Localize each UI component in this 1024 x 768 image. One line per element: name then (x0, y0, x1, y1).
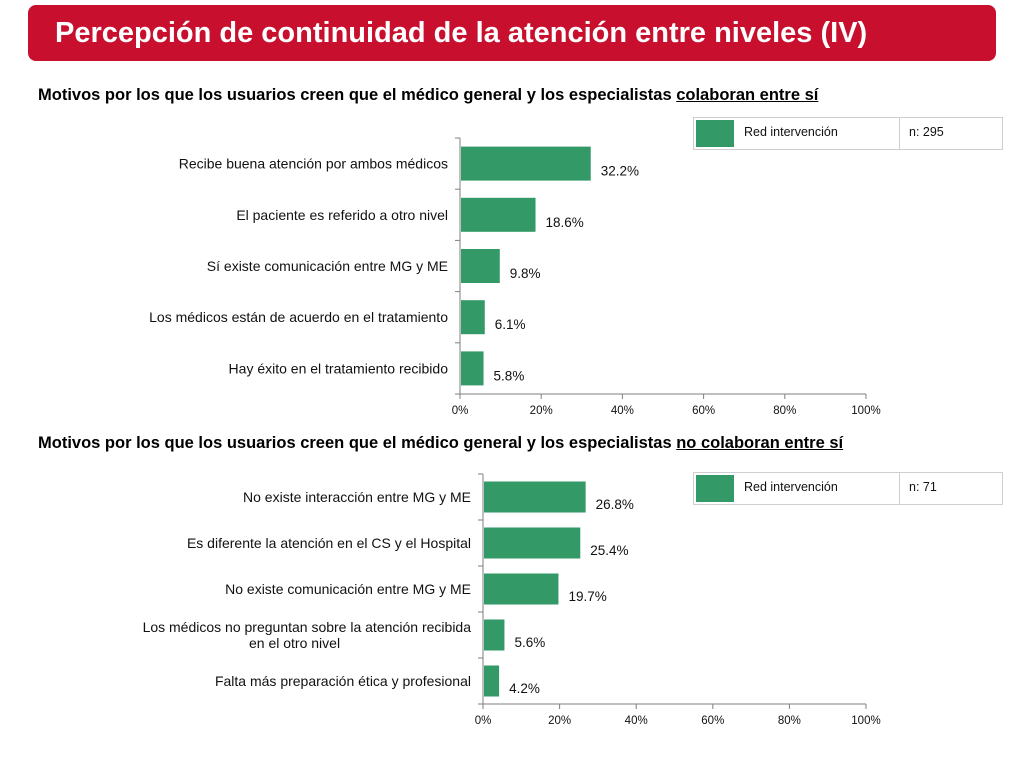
legend-sample-size: n: 295 (909, 125, 944, 139)
data-label: 9.8% (510, 266, 541, 281)
data-label: 4.2% (509, 681, 540, 696)
chart-2: 0% 20% 40% 60% 80% 100% 26.8% No existe interac… (143, 473, 881, 727)
chart-2-subtitle-prefix: Motivos por los que los usuarios creen q… (38, 434, 677, 452)
bar (484, 573, 559, 605)
category-label: El paciente es referido a otro nivel (236, 207, 448, 223)
bar (484, 619, 505, 651)
x-tick-label: 40% (611, 405, 634, 417)
bar (484, 665, 500, 697)
data-label: 25.4% (590, 543, 628, 558)
legend-series-label: Red intervención (744, 125, 838, 139)
legend-series-label: Red intervención (744, 480, 838, 494)
data-label: 5.8% (494, 368, 525, 383)
bar (461, 146, 591, 181)
category-label: No existe comunicación entre MG y ME (225, 581, 471, 597)
data-label: 32.2% (601, 164, 639, 179)
x-tick-label: 60% (692, 405, 715, 417)
x-tick-label: 20% (530, 405, 553, 417)
data-label: 5.6% (514, 635, 545, 650)
x-tick-label: 80% (778, 715, 801, 727)
data-label: 6.1% (495, 317, 526, 332)
legend-sample-size: n: 71 (909, 480, 937, 494)
legend-swatch (696, 120, 734, 147)
data-label: 18.6% (546, 215, 584, 230)
chart-2-subtitle-emphasis: no colaboran entre sí (676, 434, 844, 452)
bar (461, 351, 484, 386)
title-bar: Percepción de continuidad de la atención… (28, 5, 996, 61)
category-label: Los médicos están de acuerdo en el trata… (149, 309, 448, 325)
x-tick-label: 0% (475, 715, 492, 727)
category-label: Hay éxito en el tratamiento recibido (229, 360, 449, 376)
category-label: Falta más preparación ética y profesiona… (215, 673, 471, 689)
bar (484, 527, 581, 559)
x-tick-label: 100% (851, 405, 880, 417)
legend-divider (899, 118, 900, 149)
legend-swatch (696, 475, 734, 502)
category-label: Sí existe comunicación entre MG y ME (207, 258, 448, 274)
chart-1-subtitle-emphasis: colaboran entre sí (676, 86, 819, 104)
bar (461, 197, 536, 232)
chart-2-legend: Red intervención n: 71 (693, 472, 1003, 505)
page-title: Percepción de continuidad de la atención… (55, 17, 868, 49)
bar (461, 249, 500, 283)
chart-1-subtitle: Motivos por los que los usuarios creen q… (38, 86, 818, 105)
chart-1: 0% 20% 40% 60% 80% 100% 32.2% Recibe buena aten… (149, 137, 881, 417)
chart-2-subtitle: Motivos por los que los usuarios creen q… (38, 434, 843, 453)
x-tick-label: 60% (701, 715, 724, 727)
chart-1-legend: Red intervención n: 295 (693, 117, 1003, 150)
x-tick-label: 80% (773, 405, 796, 417)
x-tick-label: 40% (625, 715, 648, 727)
category-label: No existe interacción entre MG y ME (243, 489, 471, 505)
x-tick-label: 100% (851, 715, 880, 727)
bar (484, 481, 586, 513)
x-tick-label: 20% (548, 715, 571, 727)
data-label: 19.7% (568, 589, 606, 604)
x-tick-label: 0% (452, 405, 469, 417)
data-label: 26.8% (596, 497, 634, 512)
category-label: Los médicos no preguntan sobre la atenci… (143, 619, 472, 651)
category-label: Es diferente la atención en el CS y el H… (187, 535, 471, 551)
chart-1-subtitle-prefix: Motivos por los que los usuarios creen q… (38, 86, 677, 104)
bar (461, 300, 485, 335)
category-label: Recibe buena atención por ambos médicos (179, 156, 448, 172)
legend-divider (899, 473, 900, 504)
